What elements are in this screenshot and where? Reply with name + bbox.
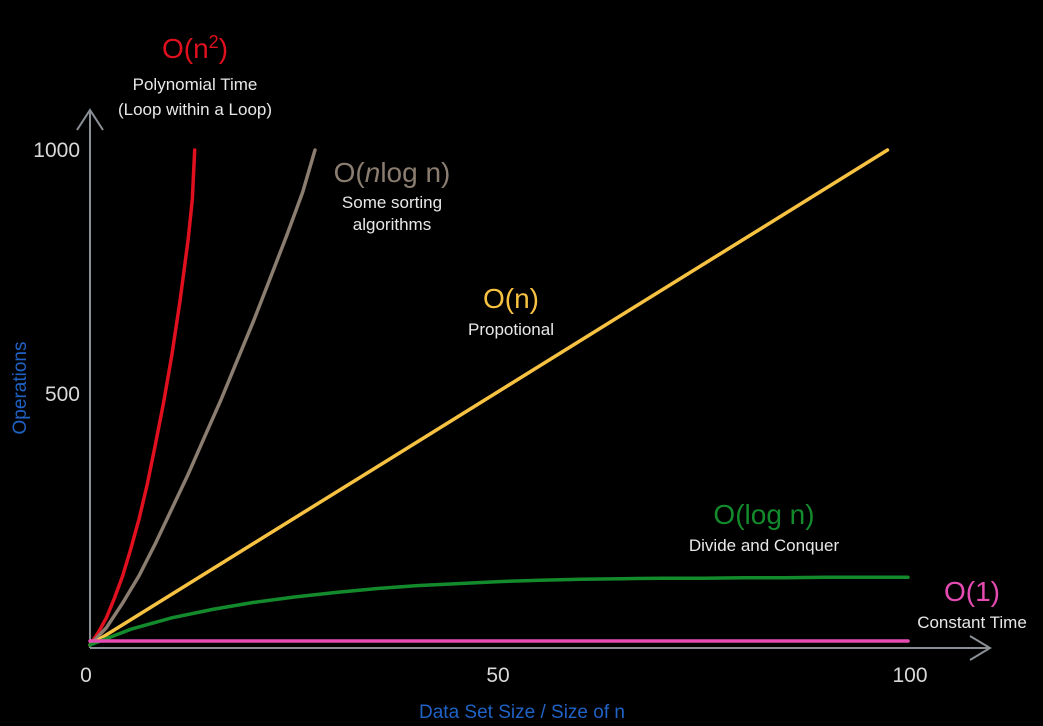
label-n-log-n: O(nlog n) (334, 157, 451, 188)
series-line-n (88, 148, 890, 647)
y-axis-arrow-icon (76, 108, 104, 131)
series-line-n-squared (88, 148, 197, 647)
x-axis-arrow-icon (969, 635, 992, 661)
desc-n-1: Propotional (468, 320, 554, 339)
label-n-log-n-suffix: log n) (380, 157, 450, 188)
x-tick-0: 0 (80, 664, 92, 687)
series-line-log-n (88, 575, 910, 647)
x-tick-100: 100 (892, 664, 927, 687)
label-n-squared-prefix: O(n (162, 33, 209, 64)
label-n-squared-suffix: ) (219, 33, 228, 64)
y-tick-1000: 1000 (33, 139, 80, 162)
desc-n-log-n-2: algorithms (353, 215, 431, 234)
label-n: O(n) (483, 283, 539, 314)
desc-constant-1: Constant Time (917, 613, 1027, 632)
label-n-log-n-italic: n (365, 157, 381, 188)
y-tick-500: 500 (45, 383, 80, 406)
y-axis-title: Operations (10, 342, 31, 435)
desc-n-log-n-1: Some sorting (342, 193, 442, 212)
desc-log-n-1: Divide and Conquer (689, 536, 840, 555)
label-constant: O(1) (944, 576, 1000, 607)
series-line-n-log-n (88, 148, 317, 647)
desc-n-squared-1: Polynomial Time (133, 75, 258, 94)
label-n-squared: O(n2) (162, 32, 228, 64)
desc-n-squared-2: (Loop within a Loop) (118, 100, 272, 119)
x-axis-title: Data Set Size / Size of n (419, 702, 625, 723)
x-tick-50: 50 (486, 664, 509, 687)
label-log-n: O(log n) (713, 499, 814, 530)
label-n-squared-exponent: 2 (209, 32, 219, 52)
label-n-log-n-prefix: O( (334, 157, 366, 188)
